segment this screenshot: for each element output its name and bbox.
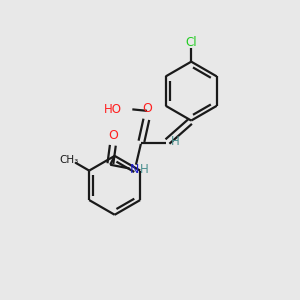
- Text: H: H: [171, 135, 179, 148]
- Text: CH₃: CH₃: [60, 154, 79, 165]
- Text: O: O: [142, 102, 152, 115]
- Text: N: N: [130, 163, 140, 176]
- Text: HO: HO: [104, 103, 122, 116]
- Text: O: O: [108, 129, 118, 142]
- Text: H: H: [140, 163, 149, 176]
- Text: Cl: Cl: [185, 36, 197, 49]
